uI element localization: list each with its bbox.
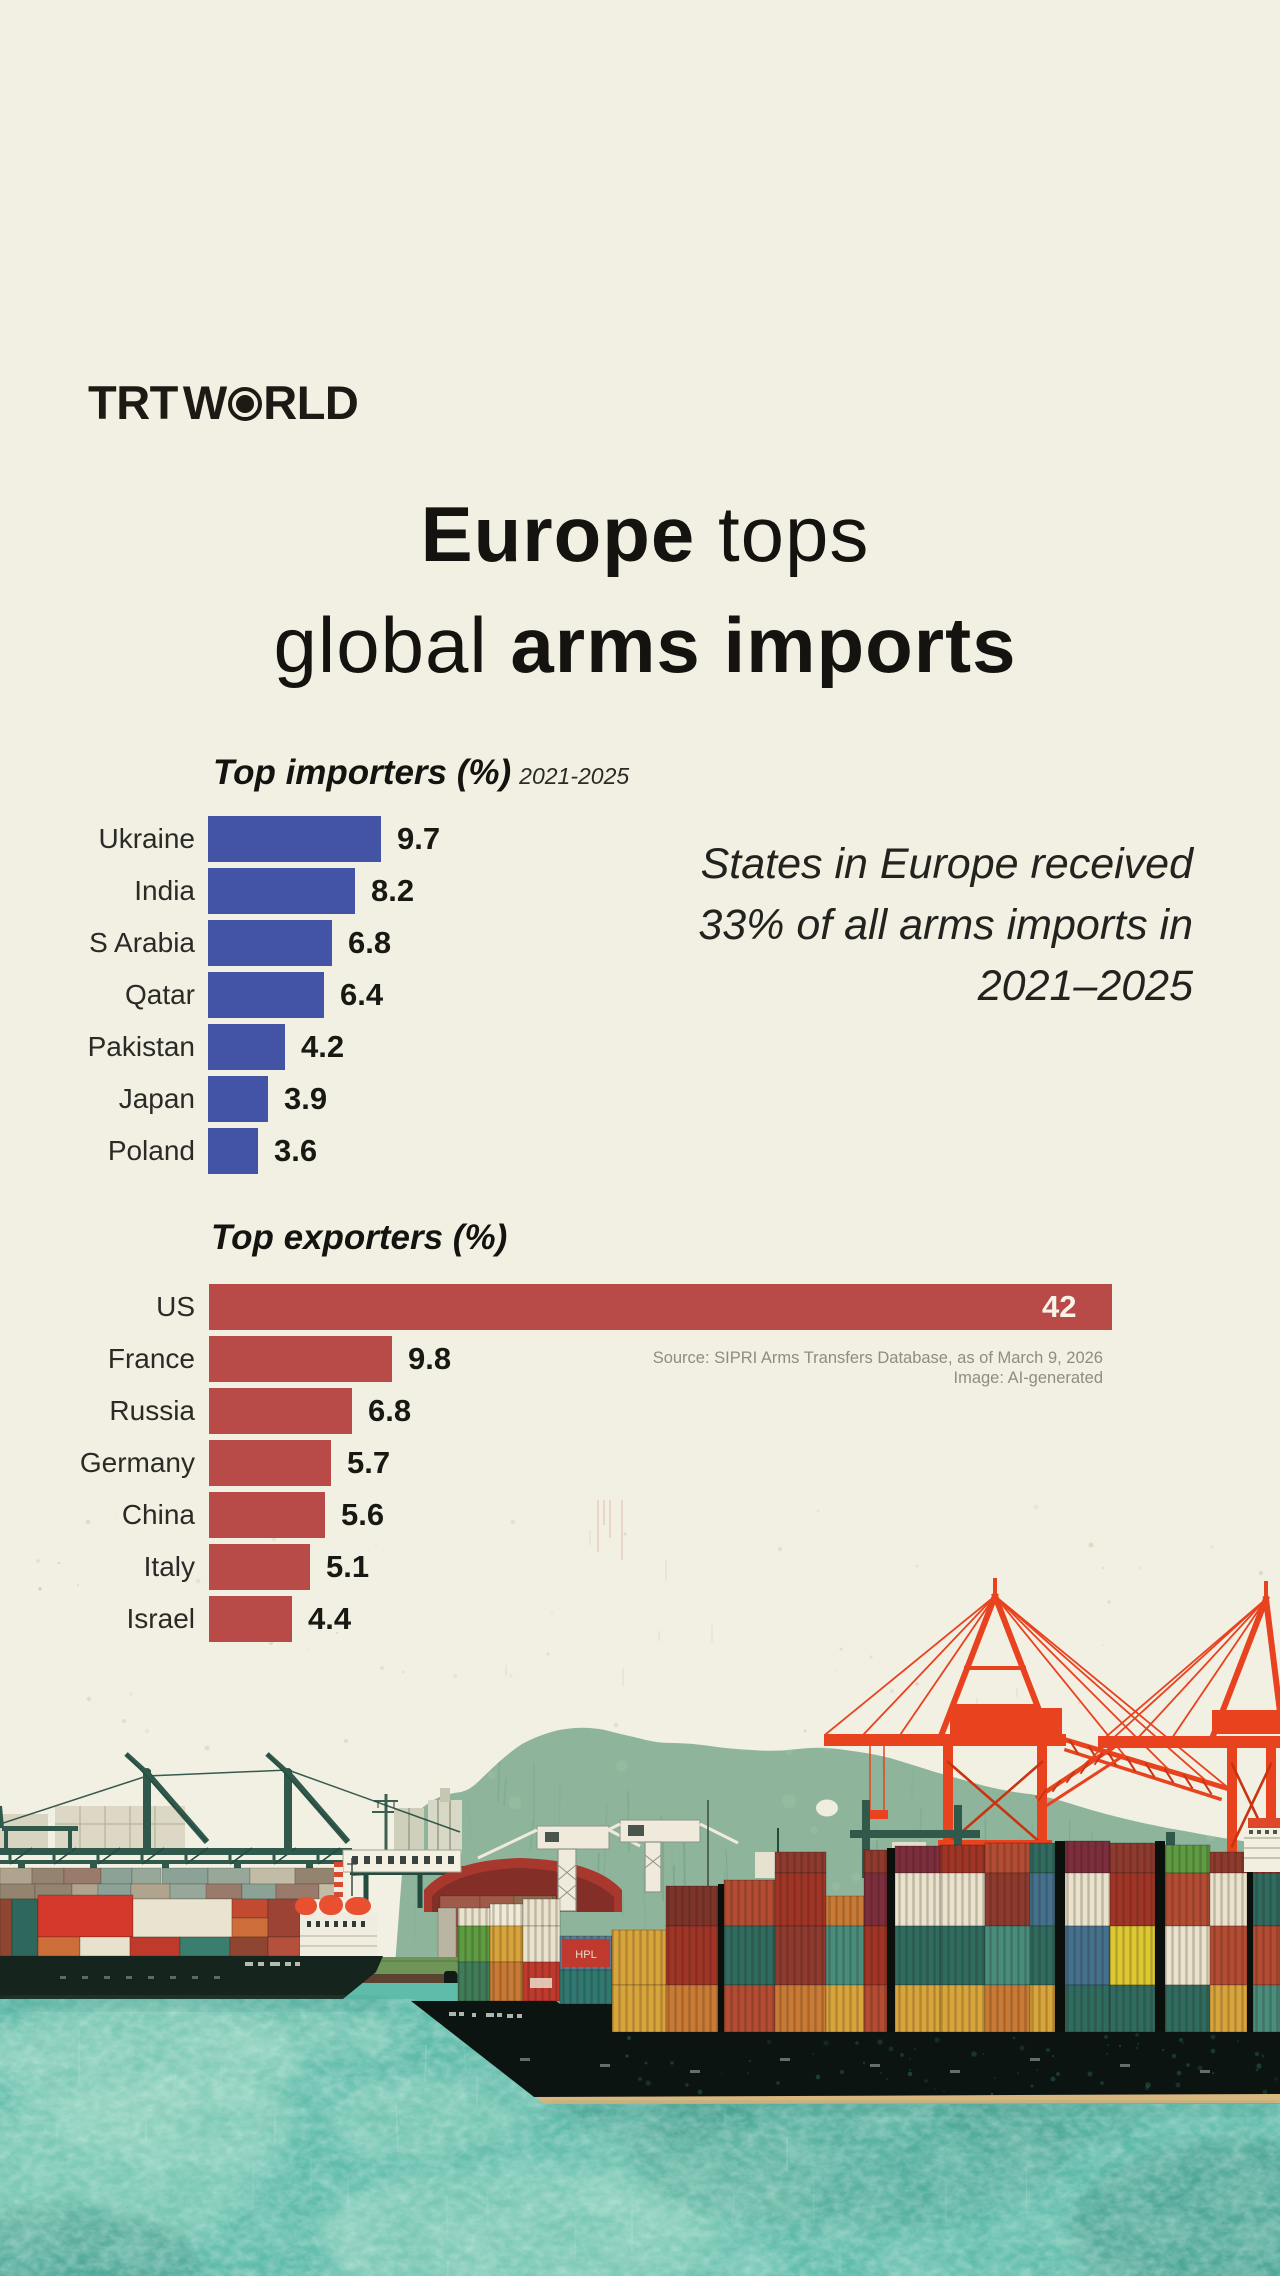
svg-text:HPL: HPL bbox=[575, 1949, 596, 1961]
